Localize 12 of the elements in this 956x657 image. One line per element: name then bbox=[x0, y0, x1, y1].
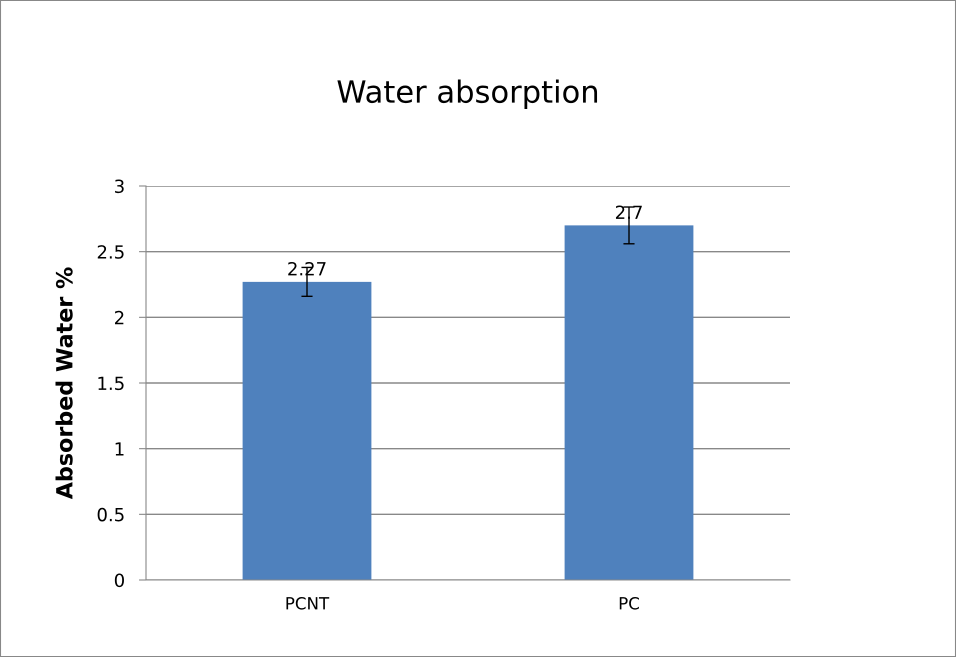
y-tick-label: 1.5 bbox=[98, 376, 124, 390]
y-tick-label: 2.5 bbox=[98, 245, 124, 259]
y-tick-label: 1 bbox=[116, 442, 124, 456]
x-tick-label: PCNT bbox=[286, 596, 330, 610]
chart-title: Water absorption bbox=[337, 79, 598, 110]
y-tick-label: 0 bbox=[114, 573, 124, 588]
y-tick-label: 2 bbox=[115, 310, 124, 324]
y-axis-title: Absorbed Water % bbox=[56, 267, 73, 500]
y-tick-label: 3 bbox=[115, 179, 124, 194]
data-label: 2.27 bbox=[288, 262, 326, 276]
y-tick-label: 0.5 bbox=[98, 508, 124, 522]
x-tick-label: PC bbox=[620, 596, 639, 610]
